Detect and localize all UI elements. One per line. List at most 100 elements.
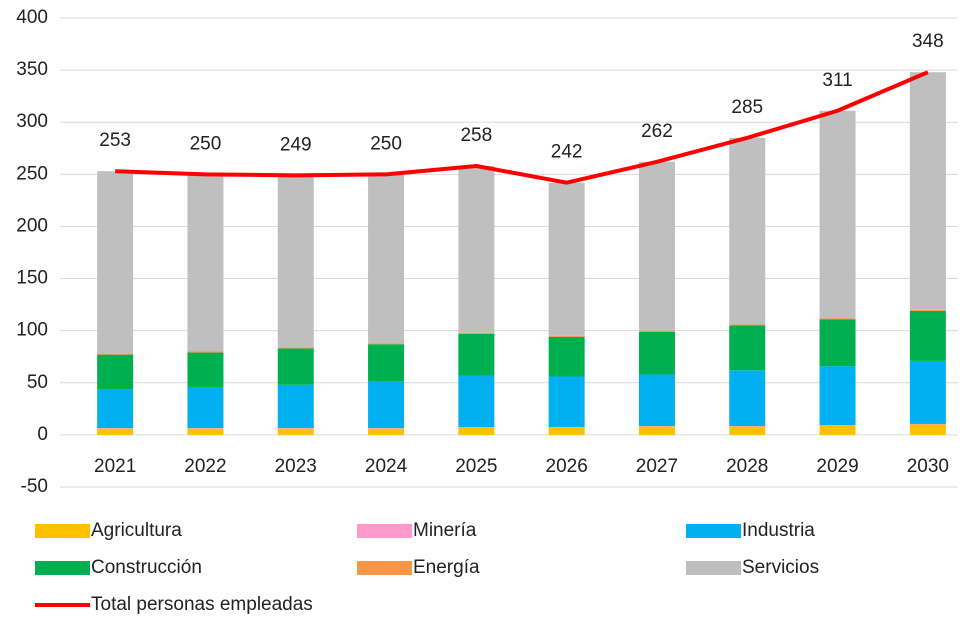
bar-segment xyxy=(368,428,405,429)
y-tick-label: 100 xyxy=(16,320,48,341)
data-label: 262 xyxy=(641,121,673,142)
bar-segment xyxy=(638,331,675,375)
x-tick-label: 2022 xyxy=(184,456,226,477)
legend-label: Total personas empleadas xyxy=(91,594,313,615)
legend-label: Minería xyxy=(413,520,477,541)
bar-segment xyxy=(277,175,314,348)
bar-segment xyxy=(458,427,495,435)
bar-segment xyxy=(548,376,585,428)
bar-segment xyxy=(187,352,224,387)
bar-segment xyxy=(368,343,405,345)
data-label: 258 xyxy=(460,125,492,146)
bar-segment xyxy=(97,428,134,429)
bar-segment xyxy=(819,424,856,426)
line xyxy=(115,70,929,185)
bar-segment xyxy=(638,330,675,332)
legend-swatch xyxy=(686,524,741,538)
legend-label: Industria xyxy=(742,520,815,541)
bar-segment xyxy=(729,370,766,427)
bar-segment xyxy=(458,427,495,428)
bar-segment xyxy=(187,428,224,429)
bar-segment xyxy=(368,381,405,429)
bar-segment xyxy=(729,426,766,427)
bar-segment xyxy=(187,386,224,429)
data-label: 250 xyxy=(190,133,222,154)
x-tick-label: 2021 xyxy=(94,456,136,477)
bar-segment xyxy=(819,366,856,425)
x-tick-label: 2023 xyxy=(275,456,317,477)
data-label: 311 xyxy=(822,70,852,91)
bar-segment xyxy=(548,336,585,377)
data-label: 250 xyxy=(370,133,402,154)
bar-segment xyxy=(548,182,585,336)
x-tick-label: 2025 xyxy=(455,456,497,477)
legend-swatch xyxy=(35,561,90,575)
y-tick-label: 400 xyxy=(16,7,48,28)
bar-segment xyxy=(819,425,856,435)
bar-segment xyxy=(729,137,766,325)
bar-segment xyxy=(97,171,134,354)
y-tick-label: -50 xyxy=(21,476,48,497)
bar-segment xyxy=(729,324,766,326)
legend-label: Construcción xyxy=(91,557,202,578)
bar-segment xyxy=(548,427,585,435)
x-tick-label: 2024 xyxy=(365,456,408,477)
bar-segment xyxy=(277,384,314,429)
bar-segment xyxy=(458,332,495,334)
bar-segment xyxy=(819,319,856,367)
bar-segment xyxy=(458,333,495,376)
bar-segment xyxy=(277,428,314,435)
bar-segment xyxy=(97,353,134,355)
y-tick-label: 200 xyxy=(16,215,48,236)
bar-segment xyxy=(187,174,224,352)
bar-segment xyxy=(458,165,495,333)
y-tick-label: 150 xyxy=(16,268,48,289)
data-label: 253 xyxy=(99,130,131,151)
y-tick-label: 0 xyxy=(37,424,48,445)
bar-segment xyxy=(97,354,134,390)
bar-segment xyxy=(909,424,946,435)
bar-segment xyxy=(97,428,134,435)
bar-segment xyxy=(548,427,585,428)
data-label: 285 xyxy=(731,97,763,118)
legend-swatch xyxy=(686,561,741,575)
legend-label: Servicios xyxy=(742,557,819,578)
y-tick-label: 50 xyxy=(27,372,48,393)
x-tick-label: 2029 xyxy=(816,456,858,477)
legend-swatch xyxy=(35,524,90,538)
legend-label: Agricultura xyxy=(91,520,182,541)
bar-segment xyxy=(277,348,314,385)
bar-segment xyxy=(909,423,946,425)
bar-segment xyxy=(277,428,314,429)
data-label: 249 xyxy=(280,134,312,155)
bar-segment xyxy=(819,110,856,319)
bar-segment xyxy=(458,375,495,428)
bar-segment xyxy=(638,161,675,331)
bar-segment xyxy=(819,318,856,320)
bar-segment xyxy=(729,325,766,371)
x-tick-label: 2026 xyxy=(546,456,588,477)
x-tick-label: 2027 xyxy=(636,456,678,477)
y-tick-label: 300 xyxy=(16,111,48,132)
bar-segment xyxy=(638,374,675,427)
bar-segment xyxy=(277,347,314,349)
x-tick-label: 2030 xyxy=(907,456,949,477)
bar-segment xyxy=(368,428,405,435)
bar-segment xyxy=(909,72,946,310)
bar-segment xyxy=(909,309,946,311)
bar-segment xyxy=(187,428,224,435)
bar-segment xyxy=(909,360,946,424)
legend-label: Energía xyxy=(413,557,480,578)
y-tick-label: 250 xyxy=(16,163,48,184)
bar-segment xyxy=(368,174,405,344)
y-tick-label: 350 xyxy=(16,59,48,80)
bar-segment xyxy=(909,310,946,361)
bar-segment xyxy=(638,426,675,427)
bar-segment xyxy=(97,389,134,429)
bar-segment xyxy=(368,344,405,382)
bar-segment xyxy=(187,351,224,353)
bar-segment xyxy=(548,335,585,337)
x-tick-label: 2028 xyxy=(726,456,768,477)
bar-segment xyxy=(729,426,766,435)
